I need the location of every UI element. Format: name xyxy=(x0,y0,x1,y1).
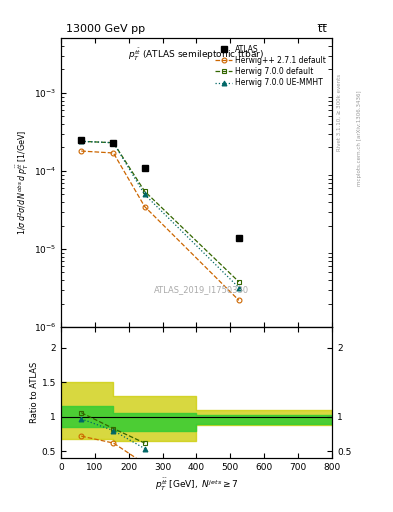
X-axis label: $p^{\bar{t}\bar{t}}_T\;[\mathrm{GeV}],\; N^{jets} \geq 7$: $p^{\bar{t}\bar{t}}_T\;[\mathrm{GeV}],\;… xyxy=(155,476,238,493)
Text: 13000 GeV pp: 13000 GeV pp xyxy=(66,24,145,34)
Text: mcplots.cern.ch [arXiv:1306.3436]: mcplots.cern.ch [arXiv:1306.3436] xyxy=(357,91,362,186)
Text: ATLAS_2019_I1750330: ATLAS_2019_I1750330 xyxy=(154,285,250,294)
Text: Rivet 3.1.10, ≥ 300k events: Rivet 3.1.10, ≥ 300k events xyxy=(337,74,342,151)
Y-axis label: $1 / \sigma\, d^2\!\sigma / d\,N^{obs}\, d\,p^{\bar{t}\bar{t}}_T\; [1/\mathrm{Ge: $1 / \sigma\, d^2\!\sigma / d\,N^{obs}\,… xyxy=(15,130,31,236)
Text: t̅t̅: t̅t̅ xyxy=(318,24,327,34)
Text: $p_T^{t\bar{t}}$ (ATLAS semileptonic ttbar): $p_T^{t\bar{t}}$ (ATLAS semileptonic ttb… xyxy=(129,47,264,63)
Y-axis label: Ratio to ATLAS: Ratio to ATLAS xyxy=(30,362,39,423)
Legend: ATLAS, Herwig++ 2.7.1 default, Herwig 7.0.0 default, Herwig 7.0.0 UE-MMHT: ATLAS, Herwig++ 2.7.1 default, Herwig 7.… xyxy=(213,42,328,90)
